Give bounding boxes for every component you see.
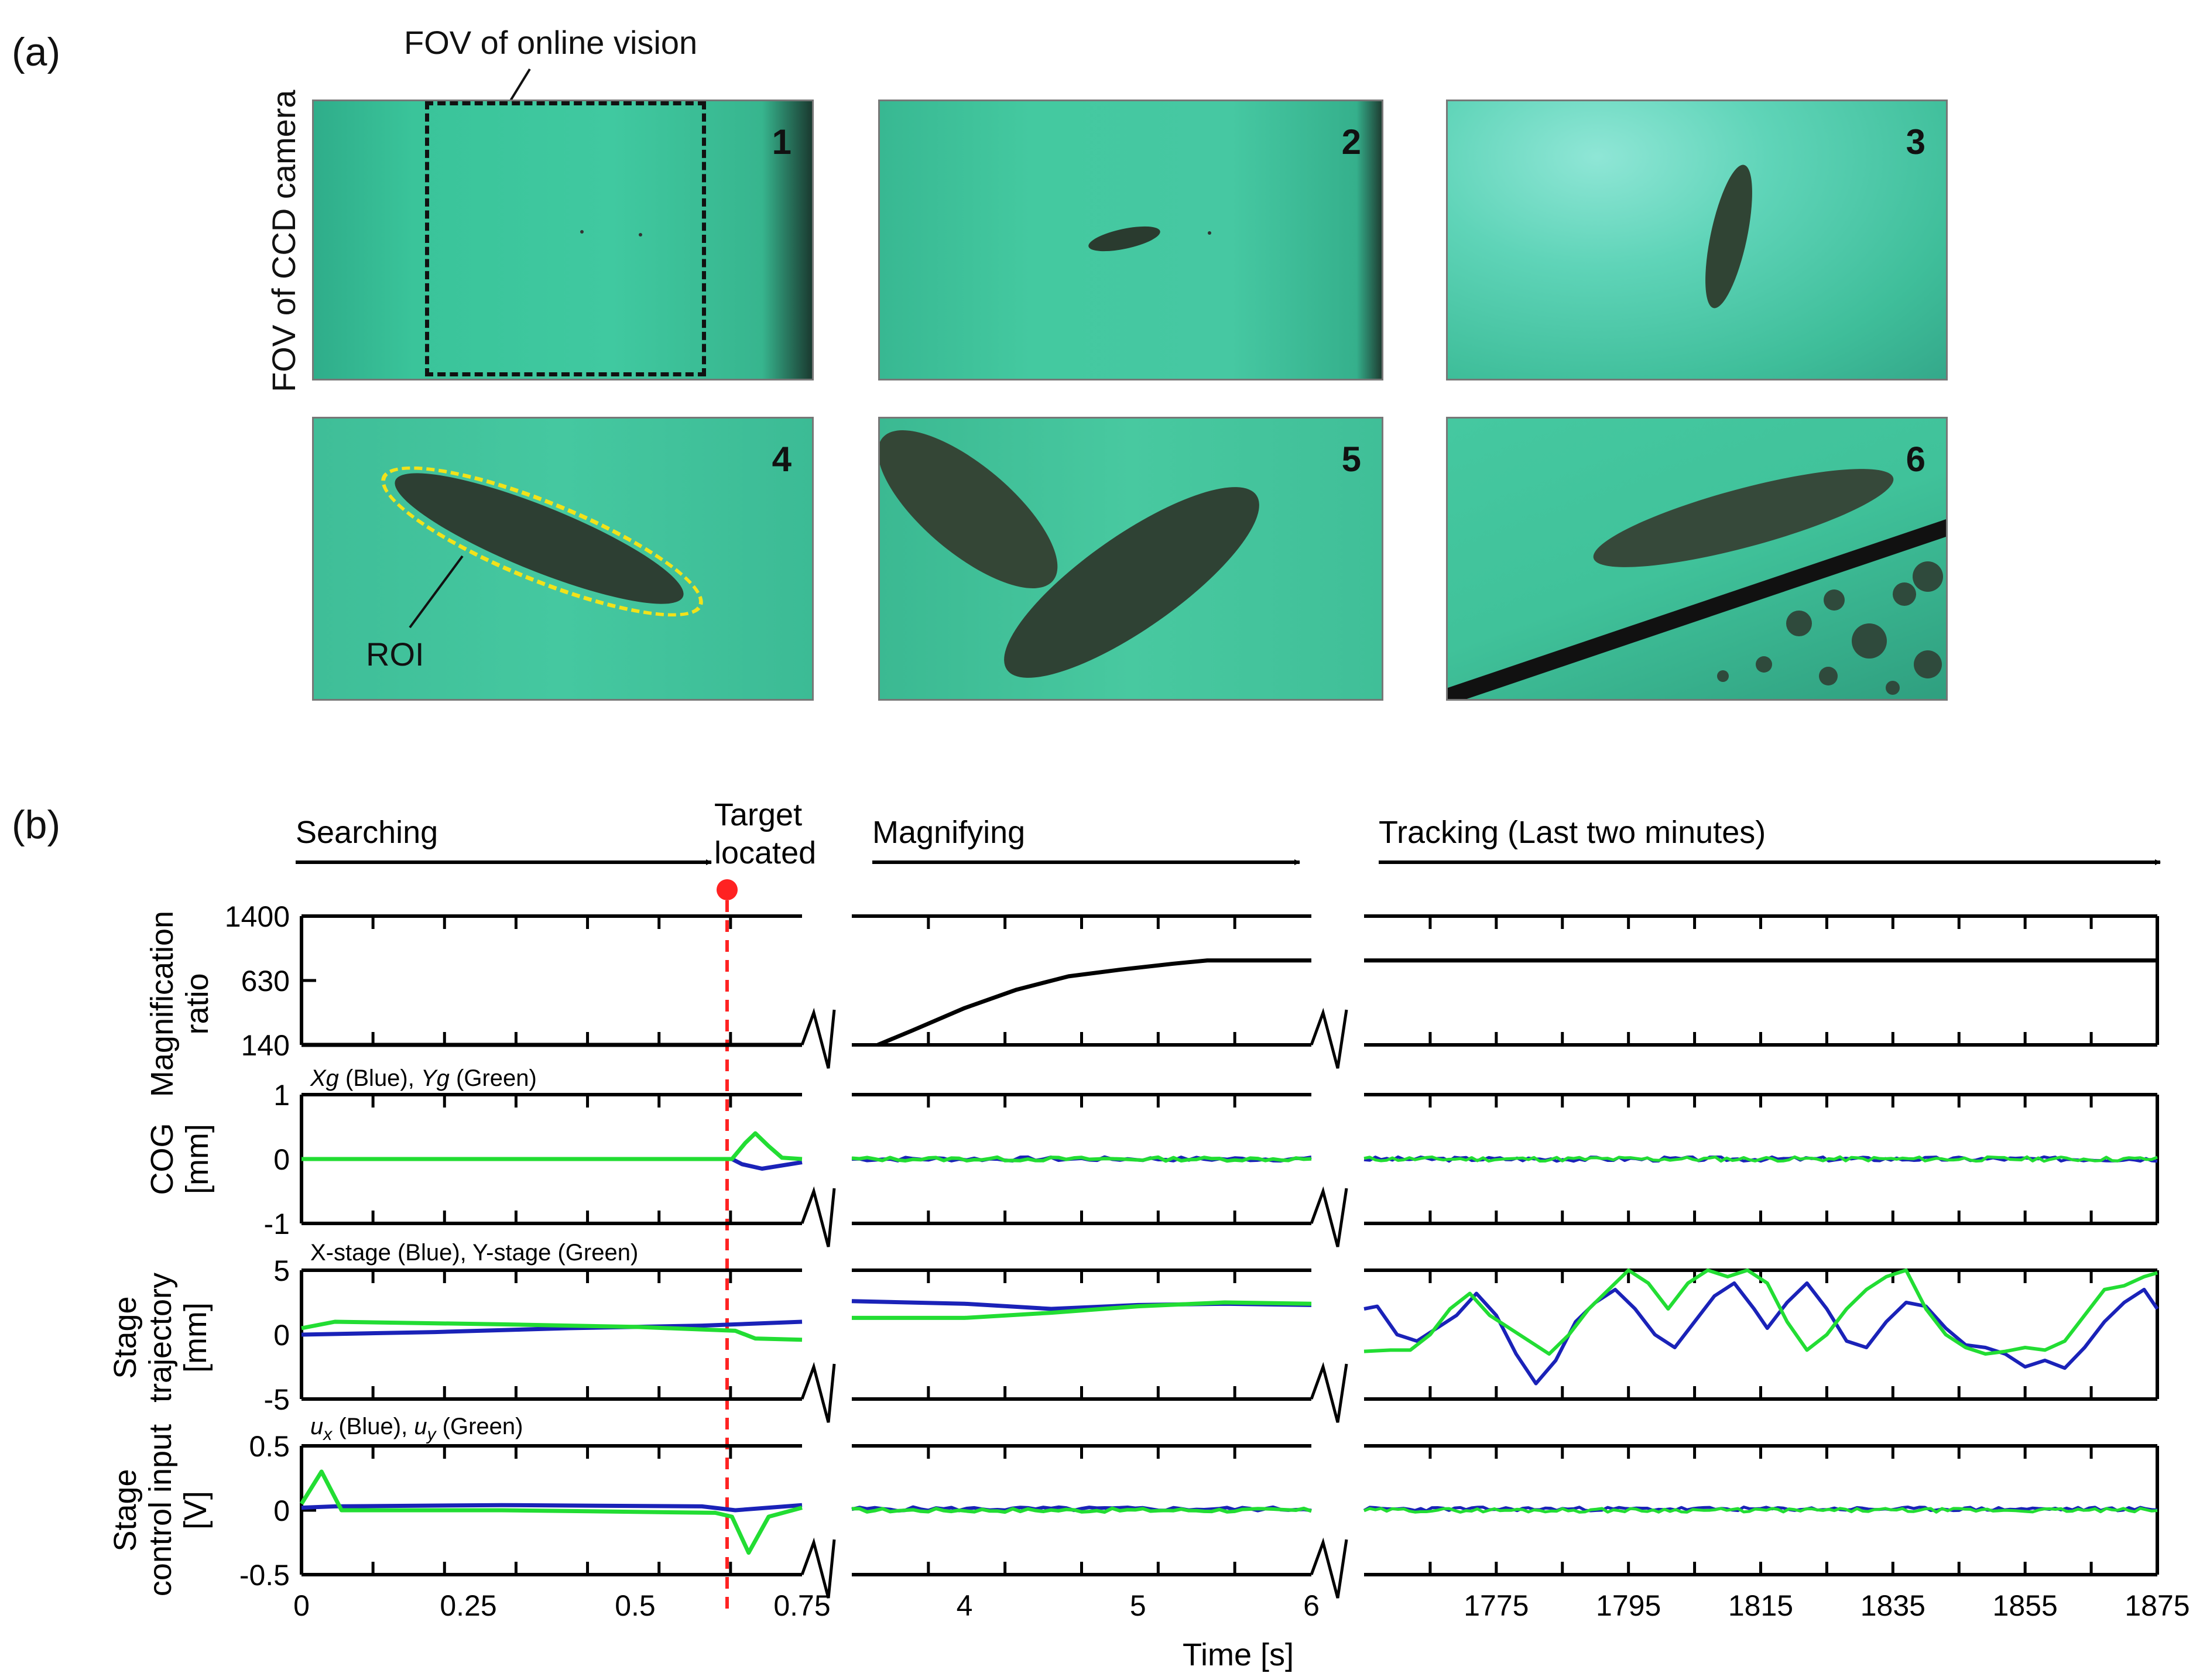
control-uy-line <box>851 1506 1312 1514</box>
y-tick-label: 0 <box>273 1494 290 1527</box>
legend-stage: X-stage (Blue), Y-stage (Green) <box>310 1240 638 1266</box>
x-tick-label: 0.75 <box>773 1589 830 1622</box>
ylabel-cog: COG [mm] <box>145 1123 215 1195</box>
y-tick-label: 5 <box>273 1254 290 1287</box>
control-uy-line <box>300 1469 803 1555</box>
ylabel-line: Stage <box>108 1296 143 1379</box>
ylabel-stage-trajectory: Stage trajectory [mm] <box>108 1273 213 1403</box>
frame-5: 5 <box>878 417 1383 701</box>
axis-break-zigzag <box>1310 1186 1348 1247</box>
ylabel-line: [mm] <box>180 1124 215 1194</box>
ylabel-control-input: Stage control input [V] <box>108 1424 213 1596</box>
x-tick-label: 1835 <box>1860 1589 1925 1622</box>
x-tick-label: 1775 <box>1464 1589 1529 1622</box>
fov-online-vision-label: FOV of online vision <box>404 24 698 61</box>
y-tick-label: 1 <box>273 1079 290 1112</box>
x-tick-label: 0.5 <box>615 1589 656 1622</box>
y-tick-label: -0.5 <box>239 1559 290 1592</box>
axis-break-zigzag <box>800 1186 836 1247</box>
xlabel: Time [s] <box>1183 1637 1294 1672</box>
phase-searching: Searching <box>296 815 438 850</box>
frame-2: 2 <box>878 100 1383 380</box>
ylabel-line: Magnification <box>145 911 180 1097</box>
phase-magnifying: Magnifying <box>872 815 1025 850</box>
axis-break-zigzag <box>800 1362 836 1423</box>
x-tick-label: 1795 <box>1596 1589 1661 1622</box>
magnification-line <box>877 958 1311 1047</box>
x-tick-label: 1815 <box>1728 1589 1793 1622</box>
phase-target-line1: Target <box>714 797 802 832</box>
speck <box>639 233 642 236</box>
y-tick-label: 140 <box>241 1029 290 1062</box>
online-vision-fov-box <box>425 101 706 376</box>
y-tick-label: 0 <box>273 1319 290 1352</box>
x-tick-label: 6 <box>1303 1589 1320 1622</box>
control-ux-line <box>301 1503 803 1513</box>
ylabel-line: [mm] <box>178 1302 213 1373</box>
frame-number: 6 <box>1906 440 1925 479</box>
axis-break-zigzag <box>1310 1537 1348 1599</box>
control-uy-line <box>1363 1507 2158 1514</box>
x-tick-label: 5 <box>1130 1589 1146 1622</box>
target-located-marker <box>717 879 738 900</box>
ylabel-line: COG <box>145 1123 180 1195</box>
roi-label: ROI <box>366 636 424 673</box>
ylabel-line: ratio <box>180 973 215 1034</box>
x-tick-label: 1875 <box>2125 1589 2190 1622</box>
frame-number: 2 <box>1341 122 1361 162</box>
stage-y-line <box>1363 1268 2158 1356</box>
stage-y-line <box>301 1319 803 1342</box>
x-tick-label: 1855 <box>1993 1589 2058 1622</box>
ylabel-line: Stage <box>108 1469 143 1551</box>
stage-x-line <box>1363 1281 2159 1386</box>
frame-6: 6 <box>1446 417 1948 701</box>
speck <box>1208 231 1211 235</box>
y-tick-label: 630 <box>241 965 290 997</box>
x-tick-label: 0.25 <box>440 1589 496 1622</box>
panel-b-label: (b) <box>12 803 61 847</box>
frame-3: 3 <box>1446 100 1948 380</box>
frame-number: 5 <box>1341 440 1361 479</box>
y-tick-label: 0.5 <box>249 1430 290 1463</box>
ylabel-line: control input <box>143 1424 178 1596</box>
speck <box>580 230 584 234</box>
y-tick-label: -1 <box>264 1208 290 1240</box>
cog-yg-line <box>851 1155 1312 1163</box>
cog-yg-line <box>301 1131 803 1161</box>
axis-break-zigzag <box>800 1007 836 1069</box>
dark-edge-and-droplets <box>1448 519 1946 699</box>
ylabel-line: [V] <box>178 1491 213 1530</box>
cog-yg-line <box>1363 1155 2158 1163</box>
frame-number: 4 <box>772 440 792 479</box>
frame-number: 3 <box>1906 122 1925 162</box>
phase-tracking: Tracking (Last two minutes) <box>1379 815 1766 850</box>
y-tick-label: 1400 <box>225 900 290 933</box>
ylabel-line: trajectory <box>143 1273 178 1403</box>
axis-break-zigzag <box>800 1537 836 1599</box>
legend-control: ux (Blue), uy (Green) <box>310 1414 523 1444</box>
phase-target-line2: located <box>714 835 816 870</box>
stage-y-line <box>852 1300 1312 1320</box>
axis-break-zigzag <box>1310 1362 1348 1423</box>
y-tick-label: 0 <box>273 1143 290 1176</box>
frame-1: 1 <box>312 100 814 380</box>
frame-4: 4 <box>312 417 814 701</box>
frame-number: 1 <box>772 122 792 162</box>
x-tick-label: 0 <box>293 1589 310 1622</box>
legend-cog: Xg (Blue), Yg (Green) <box>310 1065 537 1091</box>
axis-break-zigzag <box>1310 1007 1348 1069</box>
panel-a-label: (a) <box>12 30 61 74</box>
stage-x-line <box>301 1319 803 1337</box>
x-tick-label: 4 <box>957 1589 973 1622</box>
y-tick-label: -5 <box>264 1383 290 1416</box>
ylabel-magnification: Magnification ratio <box>145 911 215 1097</box>
